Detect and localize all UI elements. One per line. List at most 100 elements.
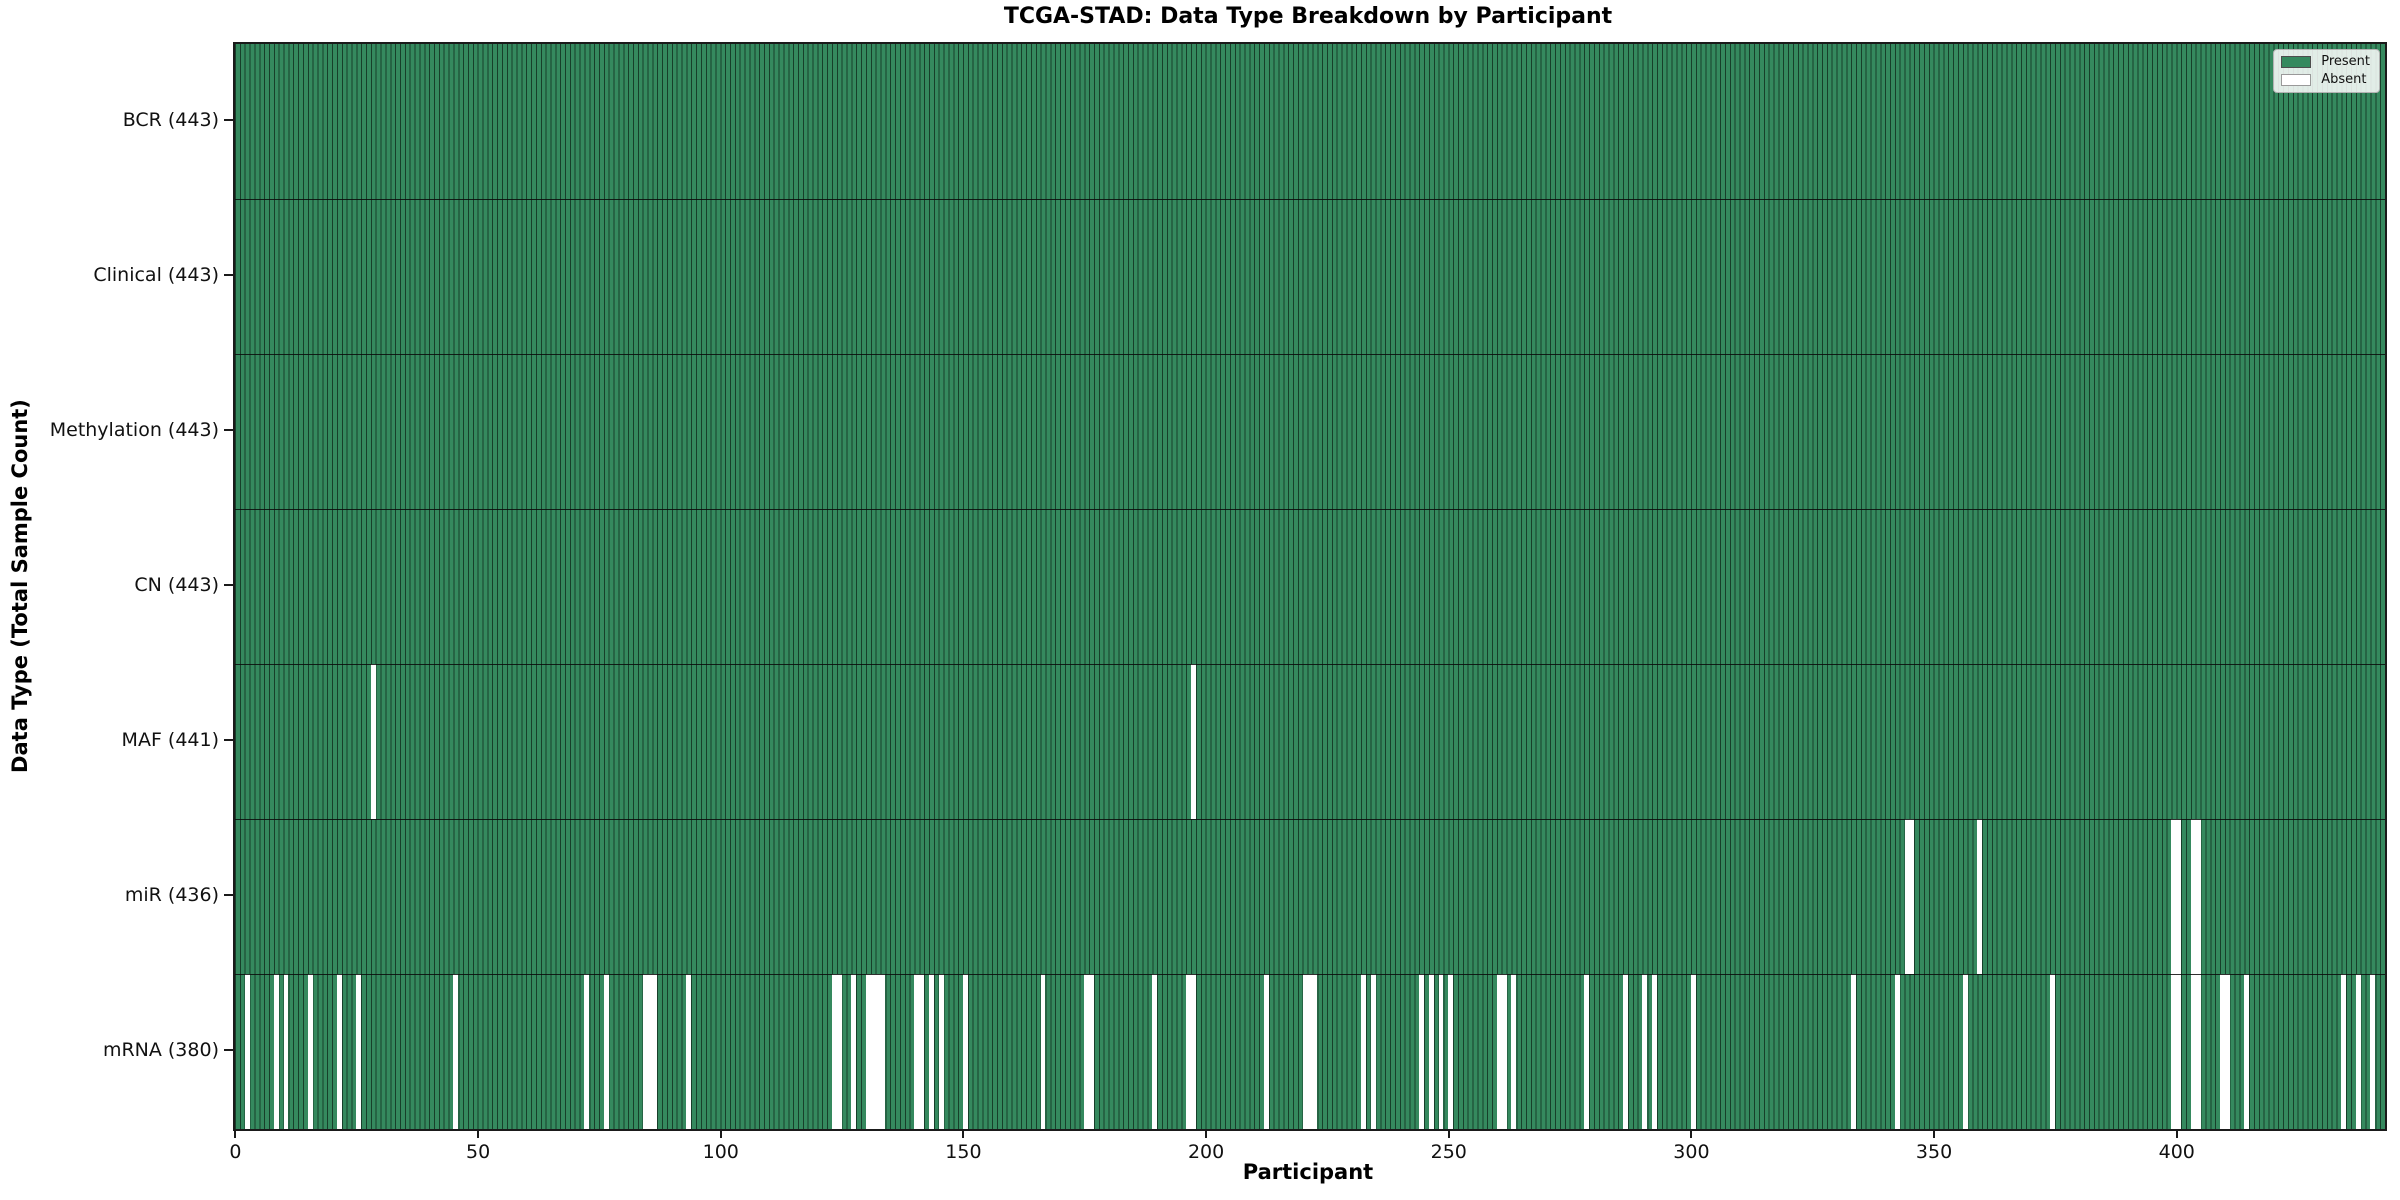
row-MAF (235, 664, 2385, 819)
absent-bar-mRNA-222 (1312, 974, 1318, 1129)
absent-bar-mRNA-176 (1089, 974, 1095, 1129)
absent-bar-MAF-197 (1191, 664, 1196, 819)
present-bars-miR (235, 819, 2385, 974)
absent-bar-mRNA-127 (851, 974, 857, 1129)
absent-bar-mRNA-404 (2195, 974, 2201, 1129)
legend-item-absent: Absent (2281, 73, 2370, 86)
present-bars-BCR (235, 44, 2385, 199)
row-separator (235, 354, 2385, 355)
absent-bar-mRNA-123 (831, 974, 837, 1129)
absent-bar-mRNA-403 (2190, 974, 2196, 1129)
y-tick-mark (224, 583, 233, 586)
absent-bar-miR-344 (1904, 819, 1910, 974)
absent-bar-MAF-28 (370, 664, 376, 819)
absent-bar-mRNA-399 (2171, 974, 2177, 1129)
row-separator (235, 819, 2385, 820)
y-tick-label-MAF: MAF (441) (121, 728, 219, 751)
absent-bar-miR-399 (2171, 819, 2177, 974)
y-tick-mark (224, 738, 233, 741)
absent-bar-mRNA-166 (1040, 974, 1046, 1129)
absent-bar-mRNA-8 (273, 974, 279, 1129)
row-mRNA (235, 974, 2385, 1129)
present-bars-MAF (235, 664, 2385, 819)
absent-bar-mRNA-45 (453, 974, 459, 1129)
x-axis-label: Participant (1242, 1160, 1374, 1184)
x-tick-mark (1933, 1129, 1936, 1138)
row-Methylation (235, 354, 2385, 509)
legend-label-present: Present (2321, 54, 2370, 69)
x-tick-mark (1690, 1129, 1693, 1138)
absent-swatch (2281, 73, 2312, 86)
y-tick-label-BCR: BCR (443) (122, 108, 219, 131)
y-tick-label-Methylation: Methylation (443) (49, 418, 219, 441)
x-tick-label-150: 150 (945, 1141, 982, 1163)
absent-bar-mRNA-145 (938, 974, 944, 1129)
y-tick-mark (224, 893, 233, 896)
absent-bar-mRNA-93 (686, 974, 692, 1129)
absent-bar-mRNA-25 (356, 974, 362, 1129)
absent-bar-mRNA-286 (1623, 974, 1628, 1129)
x-tick-mark (962, 1129, 965, 1138)
absent-bar-mRNA-221 (1307, 974, 1313, 1129)
absent-bar-mRNA-261 (1501, 974, 1507, 1129)
absent-bar-mRNA-244 (1419, 974, 1425, 1129)
absent-bar-miR-403 (2190, 819, 2196, 974)
absent-bar-mRNA-409 (2219, 974, 2225, 1129)
absent-bar-mRNA-175 (1084, 974, 1090, 1129)
absent-bar-mRNA-440 (2370, 974, 2376, 1129)
absent-bar-mRNA-2 (244, 974, 250, 1129)
y-tick-label-mRNA: mRNA (380) (102, 1038, 219, 1061)
y-axis-label: Data Type (Total Sample Count) (8, 399, 32, 773)
absent-bar-mRNA-278 (1584, 974, 1590, 1129)
x-tick-mark (1205, 1129, 1208, 1138)
x-tick-label-50: 50 (465, 1141, 491, 1163)
x-tick-label-200: 200 (1187, 1141, 1225, 1163)
row-separator (235, 664, 2385, 665)
absent-bar-mRNA-414 (2244, 974, 2250, 1129)
absent-bar-mRNA-234 (1370, 974, 1376, 1129)
x-tick-mark (2175, 1129, 2178, 1138)
absent-bar-mRNA-131 (870, 974, 876, 1129)
absent-bar-mRNA-260 (1496, 974, 1502, 1129)
absent-bar-mRNA-21 (336, 974, 342, 1129)
absent-bar-mRNA-410 (2224, 974, 2230, 1129)
y-tick-label-miR: miR (436) (124, 883, 219, 906)
absent-bar-mRNA-197 (1191, 974, 1196, 1129)
absent-bar-mRNA-15 (307, 974, 313, 1129)
absent-bar-mRNA-333 (1851, 974, 1856, 1129)
absent-bar-mRNA-196 (1186, 974, 1192, 1129)
absent-bar-mRNA-232 (1360, 974, 1366, 1129)
present-bars-CN (235, 509, 2385, 664)
absent-bar-mRNA-374 (2050, 974, 2055, 1129)
absent-bar-mRNA-72 (584, 974, 590, 1129)
absent-bar-miR-345 (1909, 819, 1915, 974)
y-tick-mark (224, 428, 233, 431)
absent-bar-mRNA-130 (865, 974, 871, 1129)
absent-bar-miR-400 (2176, 819, 2182, 974)
y-tick-label-CN: CN (443) (134, 573, 219, 596)
absent-bar-mRNA-248 (1438, 974, 1444, 1129)
absent-bar-mRNA-189 (1152, 974, 1158, 1129)
legend: Present Absent (2273, 49, 2380, 93)
y-tick-label-Clinical: Clinical (443) (93, 263, 219, 286)
x-tick-label-300: 300 (1673, 1141, 1710, 1163)
x-tick-mark (719, 1129, 722, 1138)
row-Clinical (235, 199, 2385, 354)
absent-bar-mRNA-141 (919, 974, 925, 1129)
row-CN (235, 509, 2385, 664)
x-tick-label-350: 350 (1915, 1141, 1953, 1163)
absent-bar-mRNA-342 (1894, 974, 1900, 1129)
y-tick-mark (224, 118, 233, 121)
y-tick-mark (224, 1048, 233, 1051)
absent-bar-mRNA-434 (2341, 974, 2347, 1129)
row-miR (235, 819, 2385, 974)
present-bars-Methylation (235, 354, 2385, 509)
absent-bar-mRNA-437 (2355, 974, 2361, 1129)
absent-bar-miR-359 (1977, 819, 1983, 974)
absent-bar-mRNA-290 (1642, 974, 1648, 1129)
absent-bar-mRNA-84 (642, 974, 648, 1129)
row-separator (235, 509, 2385, 510)
absent-bar-mRNA-150 (962, 974, 968, 1129)
chart-title: TCGA-STAD: Data Type Breakdown by Partic… (1003, 4, 1613, 29)
